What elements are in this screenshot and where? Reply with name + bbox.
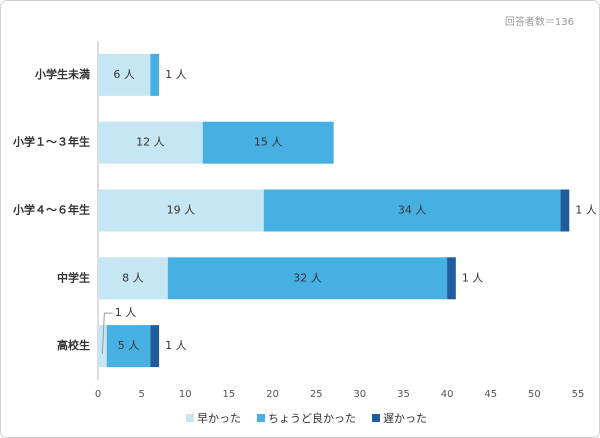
value-label: 12 人 [136,136,165,149]
value-label: 8 人 [122,271,144,284]
bar-segment [98,189,264,232]
legend-label: 遅かった [383,412,427,425]
x-tick-label: 30 [353,389,366,400]
x-tick-label: 20 [266,389,279,400]
value-label: 5 人 [118,339,140,352]
value-label: 1 人 [165,339,187,352]
legend-label: ちょうど良かった [268,411,356,425]
y-tick-label: 小学１～３年生 [12,135,90,149]
x-tick-label: 0 [95,389,101,400]
x-tick-label: 15 [223,389,236,400]
x-tick-label: 10 [179,389,192,400]
value-label: 6 人 [113,68,135,81]
bar-segment [150,325,160,368]
x-tick-label: 35 [397,389,410,400]
value-label: 32 人 [293,271,322,284]
legend-label: 早かった [197,412,241,425]
bar-segment [263,189,561,232]
bar-segment [167,257,448,300]
bar-segment [98,121,203,164]
value-label: 1 人 [575,204,597,217]
value-label: 15 人 [254,136,283,149]
legend-swatch [257,414,265,422]
bar-segment [447,257,456,300]
x-tick-label: 55 [572,389,585,400]
y-tick-label: 中学生 [57,270,90,284]
bar-segment [202,121,334,164]
x-tick-label: 45 [484,389,497,400]
x-tick-label: 25 [310,389,323,400]
y-tick-label: 小学４～６年生 [12,203,90,217]
x-tick-label: 50 [528,389,541,400]
bar-segment [98,53,151,96]
bar-segment [560,189,570,232]
bar-segment [106,325,151,368]
y-tick-label: 小学生未満 [34,67,90,81]
value-label: 1 人 [115,306,136,319]
x-tick-label: 40 [441,389,454,400]
legend-swatch [186,414,194,422]
y-tick-label: 高校生 [57,338,90,352]
bar-segment [98,257,168,300]
leader-line [101,312,113,355]
value-label: 1 人 [462,271,484,284]
value-label: 19 人 [167,204,196,217]
x-tick-label: 5 [138,389,144,400]
value-label: 34 人 [398,204,427,217]
value-label: 1 人 [165,68,187,81]
annotation: 回答者数＝136 [505,15,574,28]
bar-segment [150,53,160,96]
legend-swatch [372,414,380,422]
